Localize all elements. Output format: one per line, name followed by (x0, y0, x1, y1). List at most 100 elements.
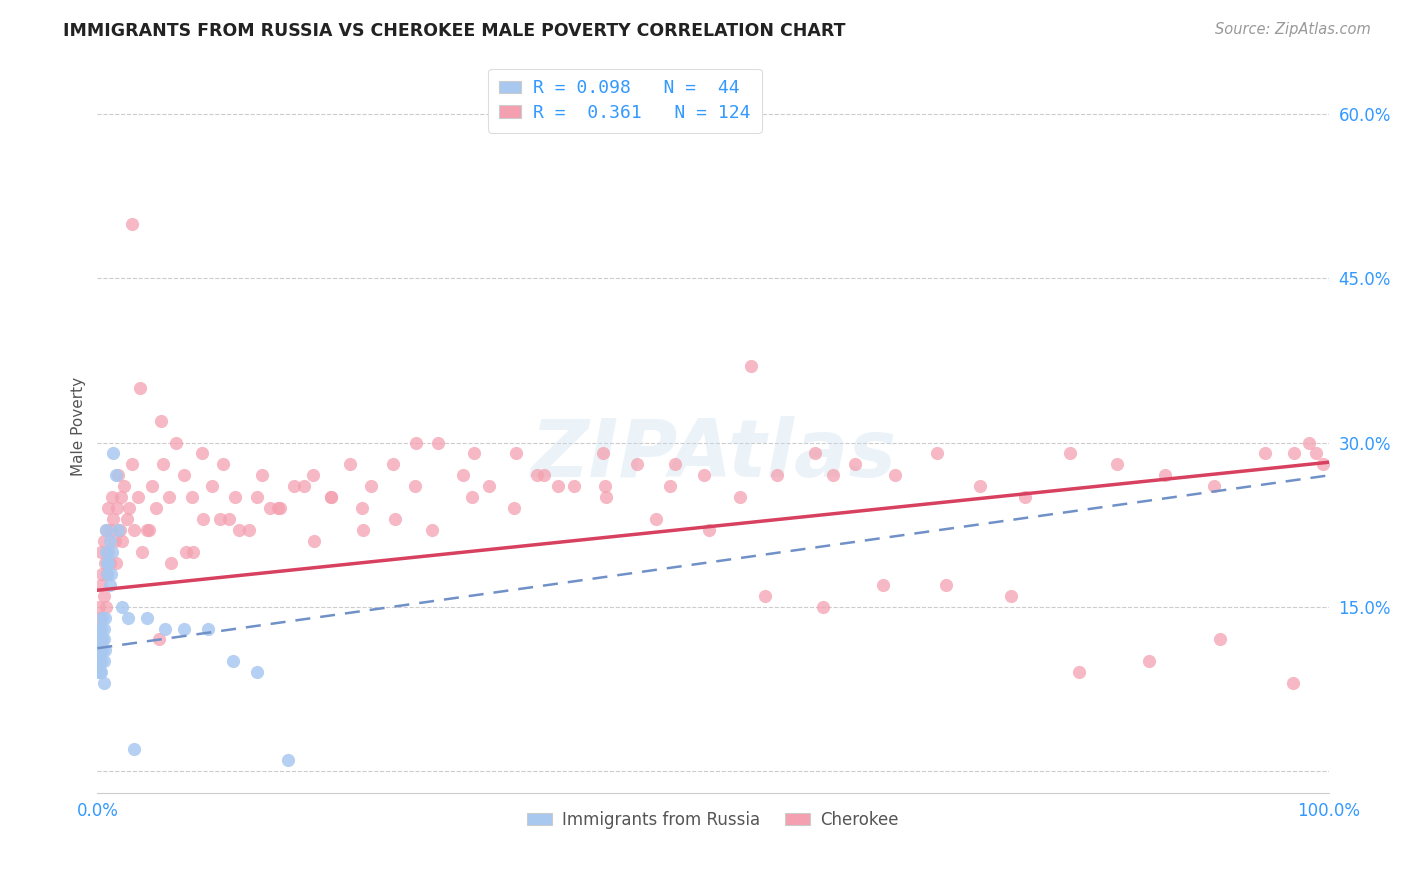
Text: ZIPAtlas: ZIPAtlas (530, 417, 896, 494)
Point (93, 676, 115, 690)
Point (93, 534, 115, 549)
Point (89, 622, 111, 636)
Point (360, 479, 382, 493)
Point (884, 468, 907, 483)
Point (97, 501, 120, 516)
Point (135, 523, 157, 537)
Point (105, 501, 128, 516)
Point (157, 490, 180, 504)
Point (87, 632, 110, 647)
Point (740, 359, 762, 373)
Point (526, 468, 548, 483)
Point (502, 501, 524, 516)
Point (165, 435, 187, 450)
Point (405, 435, 427, 450)
Text: Source: ZipAtlas.com: Source: ZipAtlas.com (1215, 22, 1371, 37)
Point (212, 458, 235, 472)
Point (93, 610, 115, 624)
Point (460, 490, 482, 504)
Point (87, 599, 110, 614)
Point (100, 523, 122, 537)
Point (463, 446, 485, 460)
Point (352, 501, 374, 516)
Point (96, 566, 118, 581)
Point (811, 599, 834, 614)
Point (121, 458, 143, 472)
Point (659, 479, 682, 493)
Point (91, 610, 114, 624)
Point (321, 490, 343, 504)
Point (90, 654, 112, 668)
Point (96, 556, 118, 570)
Point (107, 468, 129, 483)
Point (238, 523, 260, 537)
Point (138, 523, 160, 537)
Point (267, 501, 290, 516)
Point (193, 512, 215, 526)
Point (98, 534, 121, 549)
Point (321, 490, 343, 504)
Point (121, 217, 143, 231)
Point (94, 523, 117, 537)
Point (1312, 458, 1334, 472)
Point (451, 468, 474, 483)
Point (101, 545, 124, 559)
Point (224, 490, 246, 504)
Point (699, 523, 721, 537)
Point (89, 610, 111, 624)
Point (124, 523, 146, 537)
Point (98, 556, 121, 570)
Point (844, 458, 866, 472)
Point (150, 414, 173, 428)
Point (91, 632, 114, 647)
Point (872, 578, 894, 592)
Point (547, 479, 569, 493)
Point (1105, 458, 1128, 472)
Point (664, 458, 686, 472)
Point (93, 589, 115, 603)
Point (97, 545, 120, 559)
Point (93, 632, 115, 647)
Point (228, 523, 250, 537)
Point (1298, 435, 1320, 450)
Point (427, 435, 450, 450)
Point (478, 479, 501, 493)
Point (218, 512, 240, 526)
Point (1000, 589, 1022, 603)
Point (1254, 446, 1277, 460)
Point (1282, 676, 1305, 690)
Point (505, 446, 527, 460)
Point (89, 654, 111, 668)
Point (269, 501, 291, 516)
Point (148, 632, 170, 647)
Point (562, 479, 585, 493)
Point (728, 490, 751, 504)
Point (339, 458, 361, 472)
Y-axis label: Male Poverty: Male Poverty (72, 376, 86, 475)
Point (145, 501, 167, 516)
Point (302, 534, 325, 549)
Point (595, 490, 617, 504)
Point (93, 643, 115, 657)
Point (927, 446, 949, 460)
Point (117, 610, 139, 624)
Point (118, 501, 141, 516)
Point (1137, 654, 1160, 668)
Point (277, 753, 299, 767)
Point (98, 578, 121, 592)
Point (533, 468, 555, 483)
Point (352, 523, 374, 537)
Point (103, 446, 125, 460)
Point (100, 566, 122, 581)
Point (246, 490, 269, 504)
Point (1014, 490, 1036, 504)
Point (93, 556, 115, 570)
Point (111, 534, 134, 549)
Point (252, 468, 274, 483)
Point (108, 523, 131, 537)
Point (160, 556, 183, 570)
Point (87, 643, 110, 657)
Point (104, 468, 127, 483)
Point (94, 523, 117, 537)
Point (127, 490, 149, 504)
